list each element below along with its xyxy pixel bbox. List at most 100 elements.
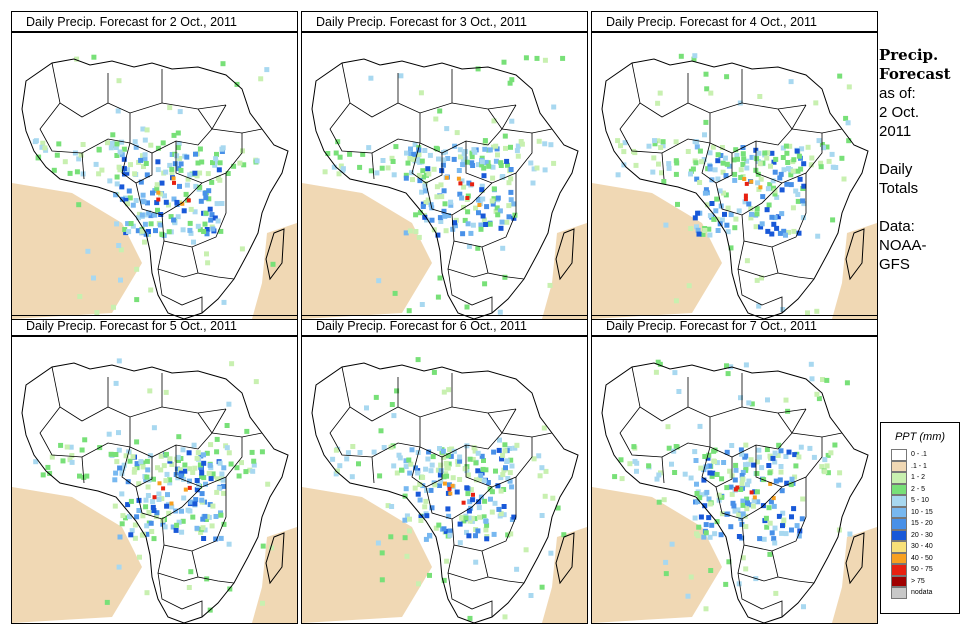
precip-cell (536, 138, 542, 144)
precip-cell (694, 481, 699, 487)
precip-cell (427, 572, 432, 578)
precip-cell (770, 178, 776, 184)
precip-cell (478, 226, 484, 232)
precip-cell (511, 514, 517, 520)
precip-cell (199, 470, 205, 476)
precip-cell (813, 100, 819, 106)
precip-cell (829, 151, 835, 157)
legend-label: .1 - 1 (911, 462, 927, 470)
precip-cell (724, 485, 730, 491)
precip-cell (678, 53, 684, 59)
precip-cell (468, 487, 474, 493)
precip-cell (146, 510, 152, 515)
precip-cell (615, 138, 621, 144)
precip-cell (151, 476, 156, 482)
precip-cell (482, 140, 488, 146)
precip-cell (777, 230, 783, 236)
precip-cell (740, 511, 746, 517)
precip-cell (411, 156, 417, 162)
precip-cell (80, 171, 86, 177)
precip-cell (457, 540, 463, 546)
precip-cell (417, 210, 423, 216)
precip-cell (60, 458, 66, 464)
precip-cell-heavy (749, 490, 754, 495)
precip-cell (456, 168, 462, 173)
precip-cell (429, 505, 435, 511)
precip-cell (412, 485, 418, 491)
precip-cell (244, 428, 250, 434)
precip-cell (652, 141, 658, 147)
precip-cell-heavy (442, 481, 447, 486)
precip-cell (264, 67, 270, 73)
precip-cell (258, 76, 264, 82)
precip-cell (171, 196, 177, 202)
precip-cell (175, 214, 181, 220)
precip-cell (138, 459, 144, 465)
precip-cell (452, 220, 457, 226)
precip-cell (466, 243, 472, 249)
precip-cell (163, 199, 169, 205)
precip-cell (123, 515, 128, 521)
precip-cell (688, 226, 694, 231)
precip-cell (755, 180, 761, 186)
legend-label: 2 - 5 (911, 485, 926, 493)
precip-cell (441, 454, 447, 460)
precip-cell (181, 208, 187, 214)
legend-label: 5 - 10 (911, 497, 929, 505)
precip-cell (673, 298, 679, 304)
precip-cell-heavy (156, 197, 161, 202)
precip-cell (182, 462, 188, 468)
precip-cell (466, 515, 472, 521)
country-border (371, 152, 375, 180)
precip-cell (150, 190, 155, 196)
precip-cell (428, 487, 434, 493)
precip-cell (805, 144, 811, 150)
precip-cell (482, 281, 488, 287)
precip-cell (180, 227, 186, 233)
precip-cell (766, 463, 772, 468)
precip-cell (714, 519, 720, 525)
precip-cell (210, 471, 216, 477)
precip-cell (142, 152, 148, 158)
precip-cell (260, 543, 266, 549)
precip-cell (198, 453, 204, 459)
precip-cell (131, 469, 137, 475)
precip-cell (759, 275, 764, 281)
precip-cell (783, 143, 789, 149)
precip-cell (754, 206, 760, 212)
precip-cell (234, 465, 240, 471)
country-border (481, 550, 525, 584)
precip-cell (129, 528, 135, 534)
precip-cell (206, 196, 212, 202)
precip-cell (487, 147, 493, 153)
precip-cell (209, 179, 215, 185)
precip-cell (119, 184, 125, 190)
precip-cell (132, 139, 138, 145)
precip-cell-heavy (471, 492, 475, 497)
precip-cell (433, 525, 439, 531)
precip-cell (115, 108, 121, 114)
precip-cell-heavy (465, 196, 470, 200)
legend-swatch (891, 529, 907, 541)
precip-cell (418, 514, 424, 520)
precip-cell (498, 511, 504, 517)
precip-cell (155, 167, 161, 173)
precip-cell (221, 299, 227, 305)
precip-cell (154, 510, 160, 516)
precip-cell (425, 166, 431, 172)
precip-cell (673, 139, 679, 145)
precip-cell (469, 154, 475, 160)
precip-cell (178, 161, 184, 167)
precip-cell (757, 161, 763, 167)
precip-cell (113, 192, 119, 198)
precip-cell (656, 161, 661, 167)
precip-cell (688, 574, 694, 580)
precip-cell (379, 550, 385, 556)
precip-cell (528, 160, 534, 166)
precip-cell (819, 142, 825, 147)
precip-cell (498, 163, 504, 168)
precip-cell (200, 516, 206, 522)
precip-cell (194, 455, 200, 461)
precip-cell (465, 221, 471, 227)
precip-cell (134, 461, 140, 467)
